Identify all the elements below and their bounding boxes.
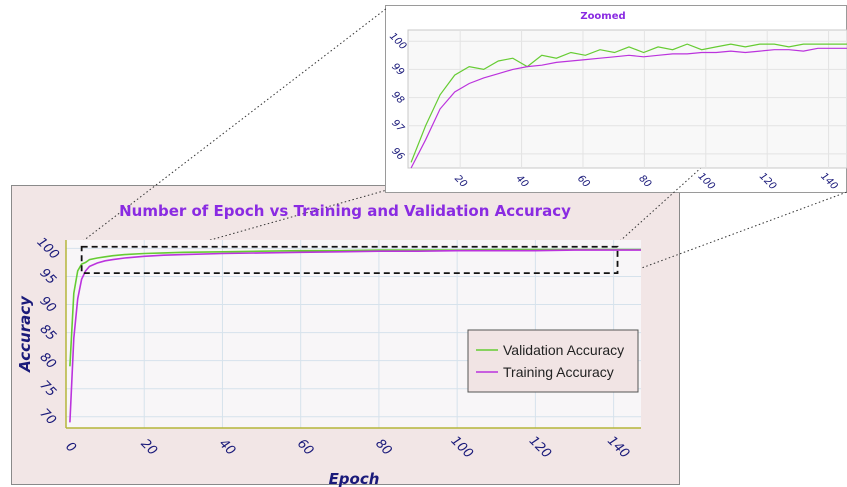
zoom-x-tick-label: 140	[818, 171, 839, 192]
zoom-y-tick-label: 100	[387, 31, 408, 52]
legend-label: Training Accuracy	[503, 364, 614, 380]
main-x-tick-label: 140	[604, 433, 632, 461]
zoom-x-tick-label: 100	[695, 171, 716, 192]
zoom-x-tick-label: 120	[757, 171, 778, 192]
main-chart-title: Number of Epoch vs Training and Validati…	[119, 202, 571, 220]
main-x-tick-label: 20	[138, 436, 160, 458]
zoom-x-tick-label: 60	[575, 173, 592, 190]
zoom-x-tick-label: 20	[452, 173, 469, 190]
main-series-line	[69, 248, 641, 367]
zoom-series-line	[410, 43, 847, 163]
main-y-tick-label: 85	[36, 322, 58, 344]
main-y-tick-label: 75	[36, 378, 58, 400]
legend-label: Validation Accuracy	[503, 342, 624, 358]
main-y-tick-label: 95	[36, 266, 58, 288]
main-y-tick-label: 90	[36, 294, 58, 316]
zoom-x-tick-label: 80	[636, 173, 653, 190]
main-x-tick-label: 120	[526, 433, 554, 461]
main-y-axis-title: Accuracy	[16, 295, 34, 373]
main-x-axis-title: Epoch	[329, 470, 380, 487]
main-x-tick-label: 80	[372, 436, 394, 458]
legend-box	[467, 329, 639, 393]
main-x-tick-label: 0	[62, 439, 78, 455]
main-x-tick-label: 40	[216, 436, 238, 458]
main-y-tick-label: 70	[36, 406, 58, 428]
zoom-y-tick-label: 96	[389, 146, 406, 163]
legend: Validation Accuracy Training Accuracy	[467, 329, 639, 393]
main-x-tick-label: 60	[294, 436, 316, 458]
zoom-y-tick-label: 97	[389, 118, 406, 135]
main-y-tick-label: 80	[36, 350, 58, 372]
main-series-line	[69, 249, 641, 423]
zoom-plot-area	[407, 29, 847, 169]
zoom-x-tick-label: 40	[514, 173, 531, 190]
main-x-tick-label: 100	[448, 433, 476, 461]
zoom-y-tick-label: 98	[389, 90, 406, 107]
connector-line	[619, 191, 847, 277]
zoom-region-box	[80, 245, 619, 275]
zoom-series-line	[410, 47, 847, 169]
main-y-tick-label: 100	[34, 235, 62, 263]
zoom-chart-title: Zoomed	[580, 11, 625, 22]
zoom-y-tick-label: 99	[389, 61, 406, 78]
